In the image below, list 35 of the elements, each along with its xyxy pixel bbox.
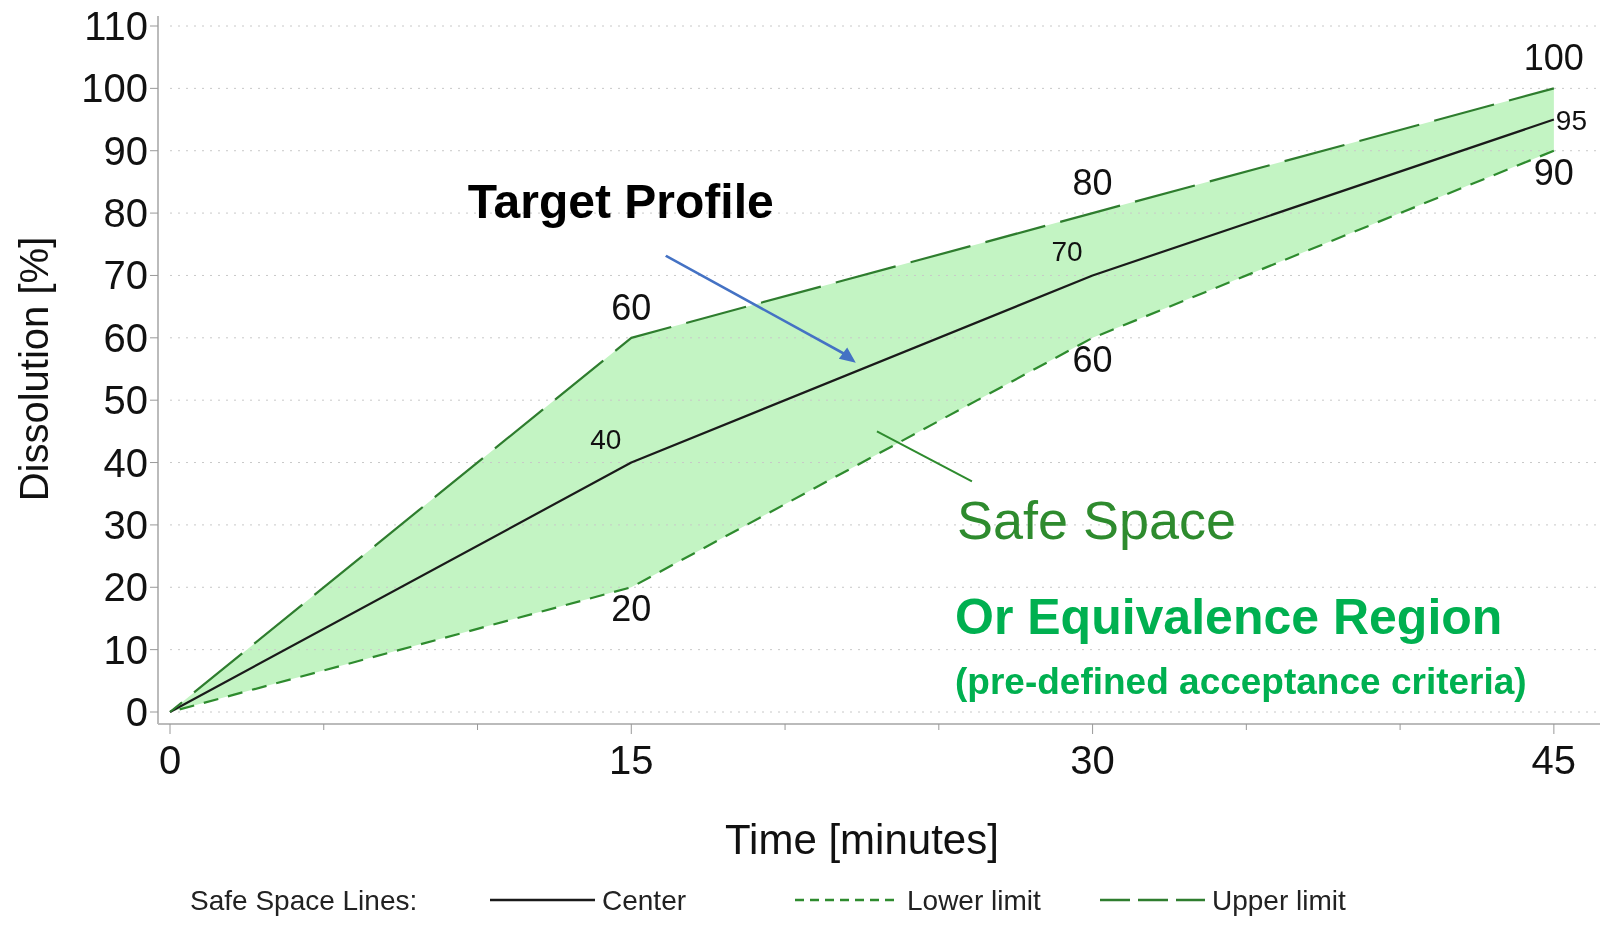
y-tick-label: 10 [103,627,148,672]
data-label: 90 [1533,151,1574,193]
data-label: 100 [1523,37,1584,79]
x-tick-label: 15 [609,738,654,782]
legend-label: Upper limit [1212,885,1347,916]
legend-label: Center [602,885,687,916]
y-tick-label: 30 [103,502,148,547]
y-tick-label: 0 [125,690,148,734]
y-tick-label: 40 [103,440,148,485]
data-label: 60 [1072,338,1113,380]
x-axis-title: Time [minutes] [725,816,999,863]
data-label: 80 [1072,162,1113,204]
y-tick-label: 50 [103,378,148,423]
data-label: 60 [611,286,652,328]
y-tick-label: 100 [81,66,148,111]
data-label: 40 [590,423,622,455]
legend-title: Safe Space Lines: [190,885,418,916]
y-tick-label: 80 [103,191,148,236]
x-tick-label: 45 [1531,738,1577,782]
legend-label: Lower limit [907,885,1042,916]
y-tick-label: 60 [103,315,148,360]
y-axis-title: Dissolution [%] [12,236,56,502]
annotation: Safe Space [956,490,1237,551]
x-tick-label: 30 [1070,738,1115,782]
annotation: Target Profile [467,174,774,228]
data-label: 20 [611,588,652,630]
annotation: (pre-defined acceptance criteria) [955,661,1527,702]
x-tick-label: 0 [158,738,182,782]
annotation: Or Equivalence Region [955,589,1503,645]
y-tick-label: 70 [103,253,148,298]
y-tick-label: 90 [103,128,148,173]
data-label: 70 [1051,236,1083,268]
data-label: 95 [1555,104,1588,136]
y-tick-label: 20 [103,565,148,610]
y-tick-label: 110 [84,4,148,48]
